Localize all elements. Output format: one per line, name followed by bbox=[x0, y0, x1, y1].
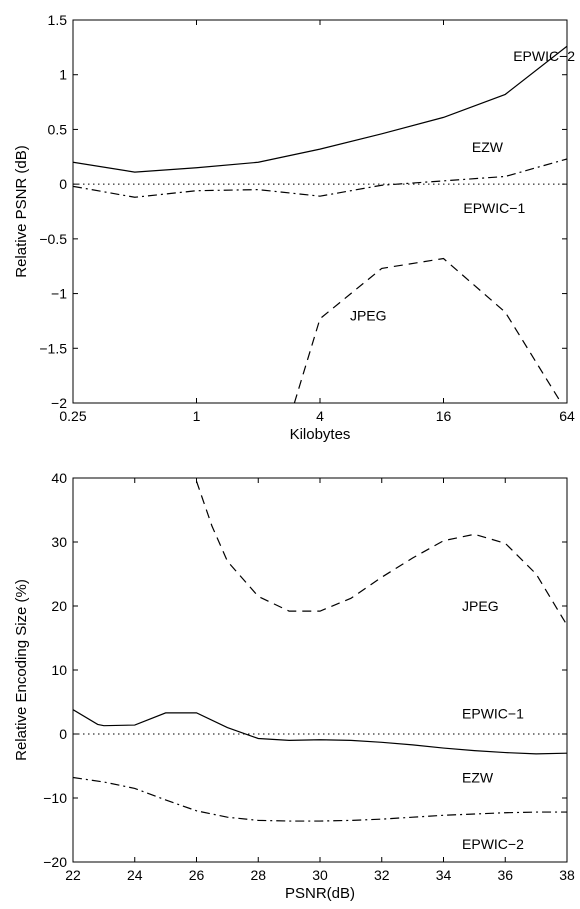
x-tick-label: 38 bbox=[559, 867, 575, 883]
x-tick-label: 30 bbox=[312, 867, 328, 883]
y-tick-label: 0.5 bbox=[48, 121, 68, 137]
y-tick-label: 20 bbox=[51, 598, 67, 614]
y-tick-label: −10 bbox=[43, 790, 67, 806]
x-axis-label: Kilobytes bbox=[290, 426, 351, 443]
y-tick-label: −2 bbox=[51, 395, 67, 411]
chart-relative-psnr: 0.25 1 4 16 64 −2 −1.5 −1 −0.5 0 0.5 1 1.5 Kilobytes R… bbox=[13, 12, 575, 443]
y-axis-label: Relative PSNR (dB) bbox=[13, 145, 30, 278]
x-tick-label: 1 bbox=[193, 408, 201, 424]
series-label: EPWIC−2 bbox=[513, 48, 575, 64]
series-line-epwic-2 bbox=[73, 45, 567, 173]
x-tick-label: 4 bbox=[316, 408, 324, 424]
y-tick-label: 30 bbox=[51, 534, 67, 550]
x-tick-label: 22 bbox=[65, 867, 81, 883]
y-tick-label: −1.5 bbox=[39, 340, 67, 356]
x-tick-label: 36 bbox=[497, 867, 513, 883]
series-line-ezw bbox=[73, 709, 567, 755]
chart-relative-encoding-size: 22 24 26 28 30 32 34 36 38 −20 −10 0 10 20 30 40 PSNR(dB… bbox=[13, 470, 575, 902]
plot-frame bbox=[72, 477, 568, 863]
series-label: EPWIC−1 bbox=[463, 200, 525, 216]
y-tick-label: −20 bbox=[43, 854, 67, 870]
x-tick-label: 24 bbox=[127, 867, 143, 883]
series-label: EZW bbox=[462, 770, 494, 786]
x-tick-label: 26 bbox=[189, 867, 205, 883]
x-tick-label: 64 bbox=[559, 408, 575, 424]
series-line-jpeg bbox=[293, 257, 562, 403]
y-axis-label: Relative Encoding Size (%) bbox=[13, 579, 30, 761]
series-label: JPEG bbox=[350, 307, 387, 323]
x-axis-label: PSNR(dB) bbox=[285, 885, 355, 902]
x-tick-label: 28 bbox=[250, 867, 266, 883]
series-label: EPWIC−1 bbox=[462, 706, 524, 722]
series-line-epwic-2 bbox=[73, 776, 567, 822]
series-line-ezw bbox=[73, 158, 567, 198]
y-tick-label: 1.5 bbox=[48, 12, 68, 28]
y-tick-label: 0 bbox=[59, 176, 67, 192]
series-label: EPWIC−2 bbox=[462, 836, 524, 852]
x-tick-label: 34 bbox=[436, 867, 452, 883]
series-label: JPEG bbox=[462, 598, 499, 614]
series-line-jpeg bbox=[195, 481, 567, 626]
y-tick-label: −1 bbox=[51, 286, 67, 302]
x-tick-label: 32 bbox=[374, 867, 390, 883]
y-tick-label: 0 bbox=[59, 726, 67, 742]
x-tick-label: 0.25 bbox=[59, 408, 86, 424]
x-tick-label: 16 bbox=[436, 408, 452, 424]
y-tick-label: 40 bbox=[51, 470, 67, 486]
series-label: EZW bbox=[472, 139, 504, 155]
y-tick-label: 10 bbox=[51, 662, 67, 678]
y-tick-label: −0.5 bbox=[39, 231, 67, 247]
y-tick-label: 1 bbox=[59, 67, 67, 83]
